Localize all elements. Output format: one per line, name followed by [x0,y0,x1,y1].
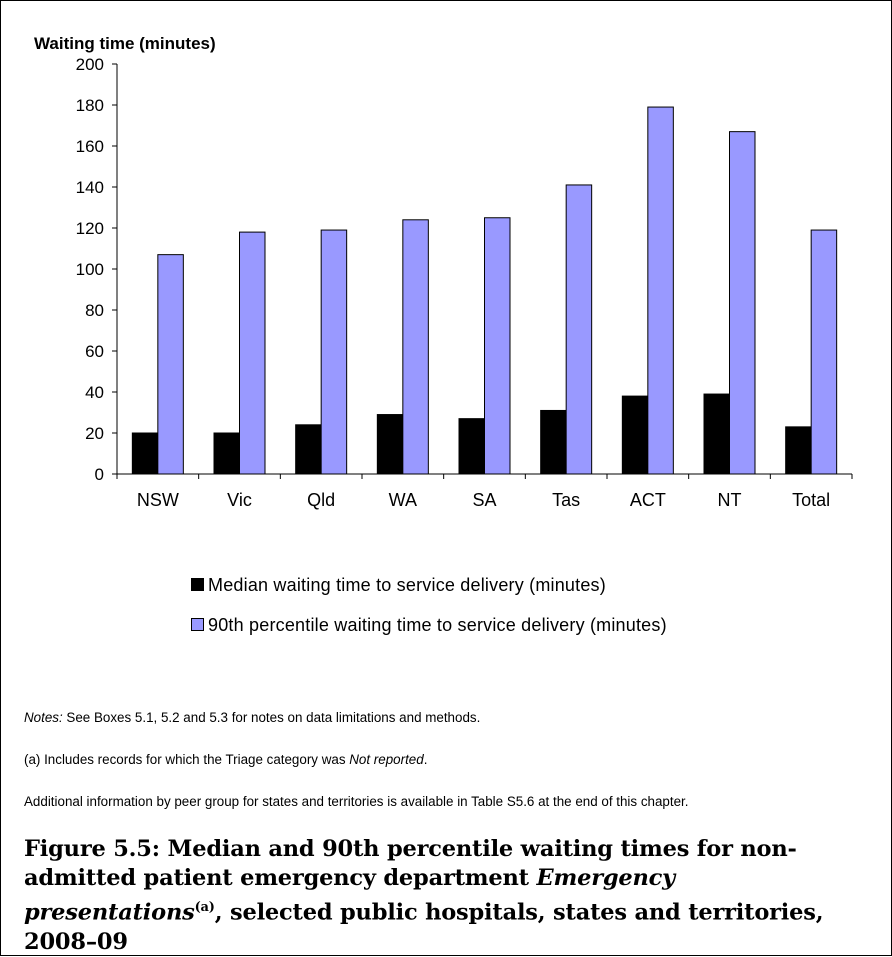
legend-label-median: Median waiting time to service delivery … [208,575,606,595]
legend-item-90th: 90th percentile waiting time to service … [191,615,667,636]
bar-90th-nt [729,131,756,475]
bar-90th-nsw [157,254,184,475]
x-tick-label: Total [792,490,830,510]
y-tick-label: 180 [76,96,104,115]
bar-90th-vic [239,231,266,475]
y-tick-label: 40 [85,383,104,402]
x-tick-label: Vic [227,490,252,510]
x-tick-label: Qld [307,490,335,510]
x-tick-label: SA [472,490,496,510]
figure-caption: Figure 5.5: Median and 90th percentile w… [24,835,874,957]
y-tick-label: 100 [76,260,104,279]
footnote-a: (a) Includes records for which the Triag… [24,751,874,768]
y-tick-label: 80 [85,301,104,320]
bar-median-nt [703,393,730,475]
bar-90th-act [647,106,674,475]
bar-90th-sa [484,217,511,475]
y-tick-label: 60 [85,342,104,361]
bar-90th-tas [565,184,593,475]
footnote-a-italic: Not reported [349,752,424,767]
caption-sup: (a) [194,900,215,915]
caption-part2: , selected public hospitals, states and … [24,899,824,955]
caption-part1: Figure 5.5: Median and 90th percentile w… [24,836,797,891]
y-tick-label: 0 [95,465,104,484]
bar-median-vic [213,432,240,475]
bar-median-nsw [131,432,159,475]
bar-chart: Waiting time (minutes) 0 20 40 60 80 100 120 14… [34,34,853,510]
notes-line: Notes: See Boxes 5.1, 5.2 and 5.3 for no… [24,709,874,726]
y-tick-label: 200 [76,55,104,74]
x-tick-label: NSW [137,490,179,510]
notes-text: See Boxes 5.1, 5.2 and 5.3 for notes on … [62,710,481,725]
x-tick-label: NT [718,490,742,510]
bar-90th-wa [402,219,429,475]
footnote-a-text: (a) Includes records for which the Triag… [24,752,350,767]
y-tick-label: 160 [76,137,104,156]
y-tick-label: 140 [76,178,104,197]
footnote-a-end: . [423,752,428,767]
additional-info: Additional information by peer group for… [24,794,689,809]
legend-item-median: Median waiting time to service delivery … [191,575,606,596]
x-tick-label: Tas [552,490,580,510]
legend-swatch-90th [191,618,204,631]
bar-median-qld [295,424,322,475]
legend-swatch-median [191,578,204,591]
bar-median-total [785,426,812,475]
notes-label: Notes: [24,710,63,725]
bar-90th-total [810,229,838,475]
legend-label-90th: 90th percentile waiting time to service … [208,615,667,635]
y-tick-label: 120 [76,219,104,238]
x-tick-label: WA [389,490,417,510]
x-tick-label: ACT [630,490,666,510]
bar-median-wa [376,414,404,475]
y-axis-title: Waiting time (minutes) [34,34,216,53]
caption-italic: Emergency presentations [24,865,676,926]
bar-median-tas [540,409,567,475]
bar-median-act [621,395,649,475]
y-axis-ticks: 0 20 40 60 80 100 120 140 160 180 200 [76,55,117,484]
bar-90th-qld [320,229,348,475]
y-tick-label: 20 [85,424,104,443]
bars [131,106,838,475]
bar-median-sa [458,418,485,475]
x-axis-ticks: NSW Vic Qld WA SA Tas ACT NT Total [116,474,853,510]
